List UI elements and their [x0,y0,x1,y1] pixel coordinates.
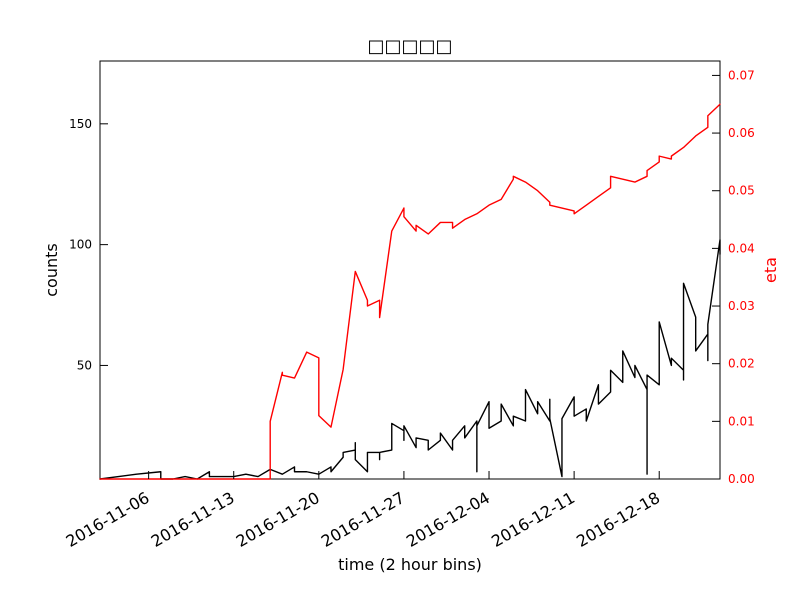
right-y-axis-label: eta [761,257,780,283]
chart-title: □□□□□ [367,36,452,57]
right-y-tick-label: 0.01 [728,414,755,428]
series-layer [99,103,721,480]
series-line-eta [99,103,721,480]
right-y-tick-label: 0.05 [728,184,755,198]
right-y-tick-label: 0.00 [728,472,755,486]
left-y-tick-label: 50 [77,358,92,372]
right-y-tick-label: 0.06 [728,126,755,140]
left-y-axis-label: counts [42,243,61,296]
series-line-counts [99,239,721,480]
left-y-tick-label: 100 [69,238,92,252]
right-y-tick-label: 0.03 [728,299,755,313]
right-y-tick-label: 0.04 [728,241,755,255]
left-y-tick-label: 150 [69,117,92,131]
right-y-tick-label: 0.02 [728,357,755,371]
plot-frame [99,60,721,480]
x-axis-label: time (2 hour bins) [338,555,482,574]
right-y-tick-label: 0.07 [728,68,755,82]
plot-area [99,60,721,480]
